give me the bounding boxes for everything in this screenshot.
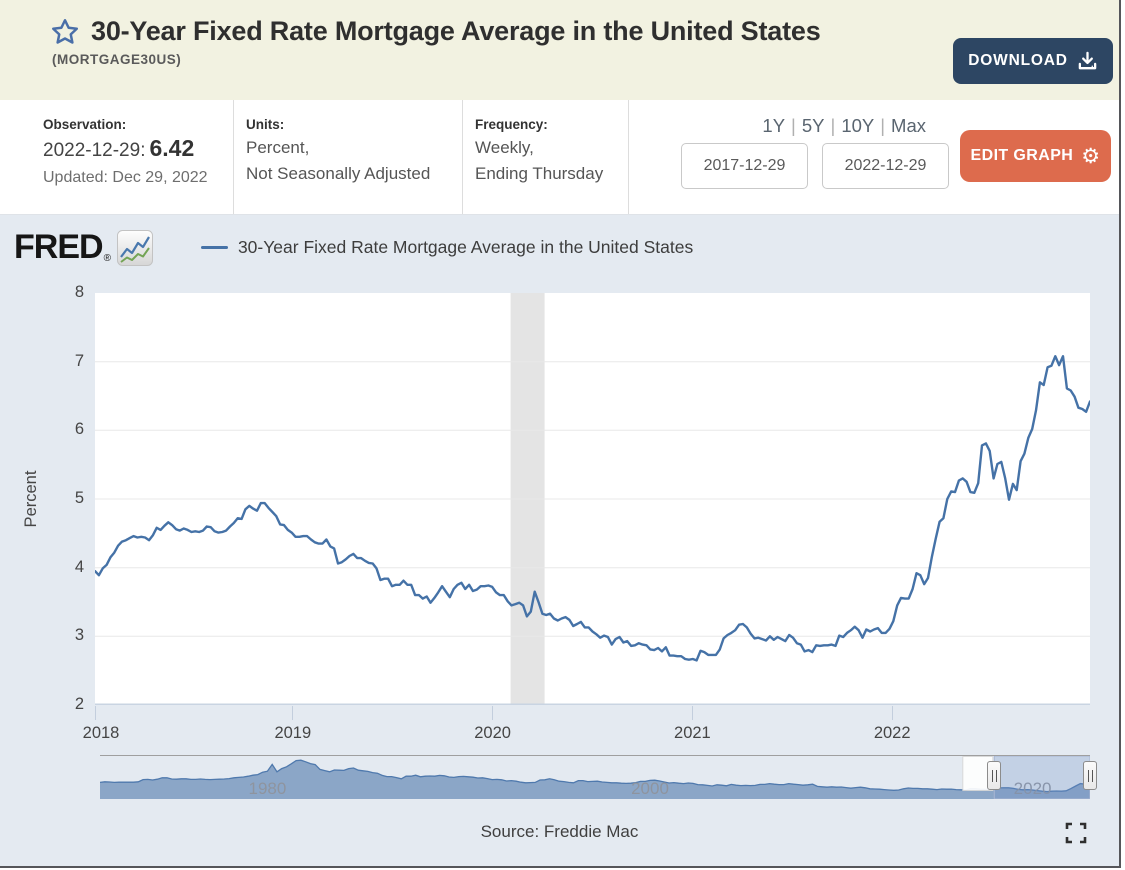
preset-separator: | [791,115,796,136]
masthead: 30-Year Fixed Rate Mortgage Average in t… [0,0,1119,100]
edit-graph-label: EDIT GRAPH [970,147,1074,164]
x-tick-label-2022: 2022 [873,724,911,742]
range-slider[interactable]: 1980 2000 2020 [100,755,1090,799]
frequency-line1: Weekly, [475,138,534,157]
x-tick-mark-2022 [891,706,893,720]
favorite-star-icon[interactable] [50,17,80,47]
legend: 30-Year Fixed Rate Mortgage Average in t… [200,237,694,258]
observation-block: Observation: 2022-12-29: 6.42 Updated: De… [43,100,233,214]
end-date-input[interactable] [822,143,949,189]
observation-label: Observation: [43,117,127,132]
x-tick-label-2019: 2019 [274,724,312,742]
range-controls: 1Y | 5Y | 10Y | Max [628,100,950,214]
y-tick-label-8: 8 [74,283,84,301]
units-line2: Not Seasonally Adjusted [246,163,431,183]
edit-graph-button[interactable]: EDIT GRAPH ⚙ [960,130,1111,182]
fred-logo-chart-icon [116,229,153,266]
range-slider-svg[interactable]: 1980 2000 2020 [100,756,1090,799]
start-date-input[interactable] [681,143,808,189]
frequency-block: Frequency: Weekly, Ending Thursday [462,100,628,214]
y-tick-label-7: 7 [74,351,84,370]
observation-value: 6.42 [149,135,195,161]
fullscreen-button[interactable] [1062,819,1090,847]
graph-panel: FRED ® 30-Year Fixed Rate Mortgage Averag… [0,215,1119,866]
preset-5y[interactable]: 5Y [801,115,825,136]
x-tick-label-2020: 2020 [474,724,511,742]
download-icon [1078,51,1096,69]
nav-selected-window [993,756,1090,799]
legend-label: 30-Year Fixed Rate Mortgage Average in t… [237,237,694,257]
series-line [95,355,1090,662]
y-tick-label-4: 4 [74,557,84,576]
fred-registered-mark: ® [103,253,111,264]
svg-text:2000: 2000 [631,779,669,798]
x-tick-mark-2019 [292,706,294,720]
observation-date: 2022-12-29: [43,140,146,161]
fred-logo[interactable]: FRED [14,228,104,266]
series-id: (MORTGAGE30US) [52,52,182,67]
y-axis-title: Percent [22,470,40,528]
units-label: Units: [246,117,285,132]
x-tick-mark-2021 [691,706,693,720]
graph-header: FRED ® 30-Year Fixed Rate Mortgage Averag… [14,228,693,267]
download-button[interactable]: DOWNLOAD [953,38,1113,84]
y-tick-label-5: 5 [74,489,84,507]
plot-area[interactable] [95,293,1090,705]
meta-bar: Observation: 2022-12-29: 6.42 Updated: De… [0,100,1119,215]
y-tick-label-3: 3 [74,626,84,645]
y-tick-label-2: 2 [74,695,84,713]
preset-separator: | [830,115,836,136]
units-line1: Percent, [246,138,310,157]
source-text: Source: Freddie Mac [480,822,639,841]
fullscreen-icon [1065,822,1087,844]
nav-line [100,759,1090,793]
units-block: Units: Percent, Not Seasonally Adjusted [233,100,462,214]
nav-area [100,760,1090,799]
svg-text:1980: 1980 [248,779,286,798]
observation-updated: Updated: Dec 29, 2022 [43,169,208,186]
preset-max[interactable]: Max [891,115,926,136]
frequency-line2: Ending Thursday [475,163,604,183]
x-tick-mark-2020 [492,706,494,720]
frequency-label: Frequency: [475,117,548,132]
range-slider-right-handle[interactable] [1083,761,1097,790]
preset-separator: | [880,115,886,136]
main-plot-svg[interactable] [95,293,1090,705]
x-tick-label-2021: 2021 [674,724,711,742]
legend-line-swatch [200,245,228,250]
y-tick-label-6: 6 [74,420,84,439]
gear-icon: ⚙ [1081,143,1101,168]
x-tick-label-2018: 2018 [82,724,120,742]
page-title: 30-Year Fixed Rate Mortgage Average in t… [91,16,821,46]
range-slider-left-handle[interactable] [987,761,1002,790]
preset-10y[interactable]: 10Y [841,115,875,136]
download-button-label: DOWNLOAD [968,52,1068,69]
svg-text:2020: 2020 [1014,779,1052,798]
preset-1y[interactable]: 1Y [762,115,786,136]
range-presets: 1Y | 5Y | 10Y | Max [762,112,926,139]
x-tick-mark-2018 [94,706,96,720]
